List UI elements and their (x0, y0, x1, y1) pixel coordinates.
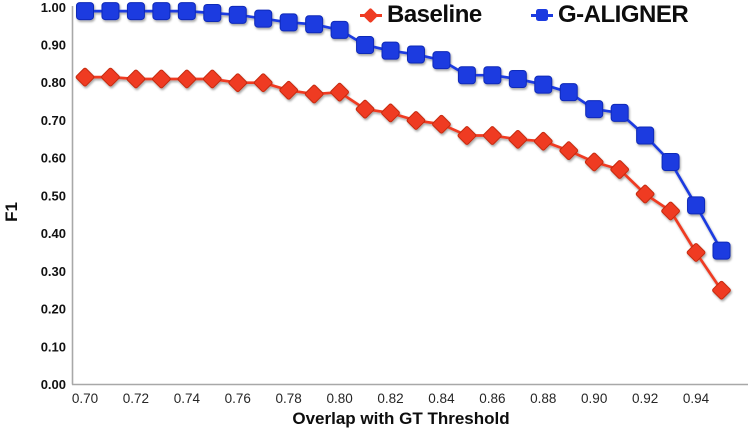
svg-text:0.78: 0.78 (276, 391, 302, 406)
svg-text:0.50: 0.50 (41, 188, 66, 203)
svg-text:1.00: 1.00 (41, 0, 66, 15)
svg-text:0.30: 0.30 (41, 264, 66, 279)
svg-text:0.72: 0.72 (123, 391, 149, 406)
svg-text:0.00: 0.00 (41, 377, 66, 392)
svg-text:0.86: 0.86 (479, 391, 505, 406)
svg-text:0.10: 0.10 (41, 339, 66, 354)
svg-text:0.82: 0.82 (377, 391, 403, 406)
svg-text:F1: F1 (2, 202, 21, 222)
svg-text:0.80: 0.80 (326, 391, 352, 406)
svg-text:0.70: 0.70 (41, 113, 66, 128)
svg-text:0.90: 0.90 (41, 38, 66, 53)
svg-text:0.20: 0.20 (41, 302, 66, 317)
svg-text:0.92: 0.92 (632, 391, 658, 406)
svg-text:0.90: 0.90 (581, 391, 607, 406)
svg-text:0.76: 0.76 (225, 391, 251, 406)
svg-text:0.70: 0.70 (72, 391, 98, 406)
svg-text:0.94: 0.94 (683, 391, 710, 406)
svg-text:Overlap with GT Threshold: Overlap with GT Threshold (292, 409, 509, 428)
svg-text:0.40: 0.40 (41, 226, 66, 241)
svg-text:0.80: 0.80 (41, 75, 66, 90)
svg-text:0.74: 0.74 (174, 391, 201, 406)
svg-text:0.84: 0.84 (428, 391, 455, 406)
svg-text:0.60: 0.60 (41, 151, 66, 166)
svg-text:0.88: 0.88 (530, 391, 556, 406)
